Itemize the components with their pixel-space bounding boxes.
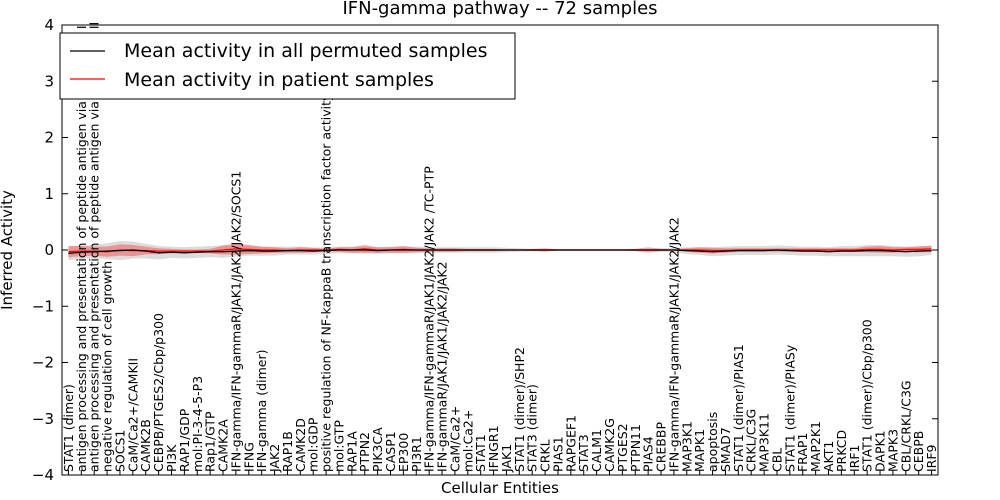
- x-category-label: CASP1: [383, 431, 398, 472]
- x-category-label: positive regulation of NF-kappaB transcr…: [319, 93, 334, 472]
- x-category-label: RAPGEF1: [563, 415, 578, 472]
- x-category-label: Rap1/GTP: [203, 411, 218, 472]
- x-category-label: PIAS4: [641, 436, 656, 472]
- x-category-label: DAPK1: [873, 430, 888, 472]
- plot-area: [68, 241, 932, 261]
- x-category-label: CREBBP: [654, 422, 669, 472]
- x-category-label: EP300: [396, 433, 411, 472]
- x-category-label: antigen processing and presentation of p…: [87, 22, 102, 472]
- y-tick-label: −2: [32, 354, 54, 372]
- x-category-label: MAP3K1: [679, 421, 694, 472]
- x-category-label: FRAP1: [795, 433, 810, 472]
- x-category-label: SOCS1: [112, 430, 127, 472]
- x-category-label: RAP1B: [280, 431, 295, 472]
- x-category-label: PIK3CA: [370, 427, 385, 472]
- x-category-label: CAMK2D: [293, 418, 308, 472]
- y-tick-label: 4: [44, 16, 54, 34]
- x-category-label: PI3K: [164, 444, 179, 472]
- x-axis-categories: STAT1 (dimer)antigen processing and pres…: [61, 22, 939, 475]
- line-permuted-mean: [68, 249, 932, 255]
- x-category-label: STAT1 (dimer)/Cbp/p300: [860, 319, 875, 472]
- x-category-label: IFNG: [241, 442, 256, 472]
- x-category-label: IRF1: [847, 444, 862, 472]
- x-category-label: STAT3 (dimer): [525, 384, 540, 472]
- x-category-label: STAT1 (dimer)/PIAS1: [731, 344, 746, 472]
- x-category-label: JAK2: [267, 444, 282, 473]
- x-category-label: MAPK1: [692, 429, 707, 472]
- x-category-label: PIAS1: [550, 436, 565, 472]
- x-category-label: CEBPB/PTGES2/Cbp/p300: [151, 313, 166, 472]
- x-category-label: mol:Ca2+: [460, 410, 475, 472]
- x-category-label: PTPN11: [628, 424, 643, 472]
- x-category-label: MAP3K11: [757, 413, 772, 472]
- x-category-label: CAMK2G: [602, 418, 617, 472]
- x-category-label: antigen processing and presentation of p…: [74, 25, 89, 472]
- y-axis-label: Inferred Activity: [0, 190, 16, 310]
- legend-label-patient: Mean activity in patient samples: [124, 69, 434, 91]
- x-category-label: CaM/Ca2+/CAMKII: [125, 358, 140, 472]
- x-category-label: SMAD7: [718, 427, 733, 472]
- x-category-label: PRKCD: [834, 430, 849, 472]
- legend-label-permuted: Mean activity in all permuted samples: [124, 40, 487, 62]
- y-tick-label: 2: [44, 129, 54, 147]
- y-tick-label: 1: [44, 185, 54, 203]
- x-category-label: STAT3: [576, 434, 591, 472]
- x-category-label: IFNGR1: [486, 425, 501, 472]
- x-category-label: RAP1/GDP: [177, 408, 192, 472]
- x-category-label: IFN-gamma/IFN-gammaR/JAK1/JAK2/JAK2: [666, 217, 681, 472]
- x-category-label: PTGES2: [615, 423, 630, 472]
- x-category-label: negative regulation of cell growth: [100, 261, 115, 472]
- x-category-label: mol:PI-3-4-5-P3: [190, 376, 205, 472]
- chart-title: IFN-gamma pathway -- 72 samples: [342, 0, 657, 19]
- x-category-label: AKT1: [821, 441, 836, 472]
- y-tick-label: 0: [44, 241, 54, 259]
- x-category-label: PI3R1: [409, 436, 424, 472]
- x-category-label: IRF9: [924, 444, 939, 472]
- x-category-label: STAT1 (dimer): [61, 384, 76, 472]
- x-category-label: apoptosis: [705, 412, 720, 472]
- y-tick-label: 3: [44, 72, 54, 90]
- x-axis-label: Cellular Entities: [441, 479, 559, 497]
- x-category-label: mol:GTP: [331, 420, 346, 472]
- x-category-label: IFN-gamma/IFN-gammaR/JAK1/JAK2/JAK2/SOCS…: [228, 171, 243, 472]
- x-category-label: CRKL: [538, 439, 553, 472]
- x-category-label: CEBPB: [911, 431, 926, 472]
- y-axis: 4 3 2 1 0 −1 −2 −3 −4: [32, 16, 938, 484]
- y-tick-label: −3: [32, 410, 54, 428]
- x-category-label: RAP1A: [344, 431, 359, 472]
- y-tick-label: −4: [32, 466, 54, 484]
- x-category-label: CALM1: [589, 429, 604, 472]
- x-category-label: IFN-gamma/IFN-gammaR/JAK1/JAK2/JAK2 /TC-…: [422, 166, 437, 472]
- x-category-label: CAMK2A: [216, 419, 231, 472]
- x-category-label: IFN-gamma (dimer): [254, 350, 269, 473]
- x-category-label: mol:GDP: [306, 417, 321, 472]
- x-category-label: STAT1 (dimer)/SHP2: [512, 347, 527, 472]
- x-category-label: CaM/Ca2+: [447, 406, 462, 472]
- legend: Mean activity in all permuted samples Me…: [59, 32, 516, 100]
- x-category-label: MAPK3: [885, 429, 900, 472]
- x-category-label: PTPN2: [357, 432, 372, 472]
- x-category-label: MAP2K1: [808, 421, 823, 472]
- x-category-label: IFN-gammaR/JAK1/JAK1/JAK2/JAK2: [435, 261, 450, 472]
- x-category-label: STAT1 (dimer)/PIASy: [782, 344, 797, 472]
- x-category-label: STAT1: [473, 434, 488, 472]
- x-category-label: CAMK2B: [138, 419, 153, 472]
- x-category-label: CBL: [769, 448, 784, 472]
- x-category-label: CBL/CRKL/C3G: [898, 380, 913, 472]
- x-category-label: JAK1: [499, 444, 514, 473]
- legend-box: [59, 32, 516, 100]
- y-tick-label: −1: [32, 297, 54, 315]
- x-category-label: CRKL/C3G: [744, 409, 759, 472]
